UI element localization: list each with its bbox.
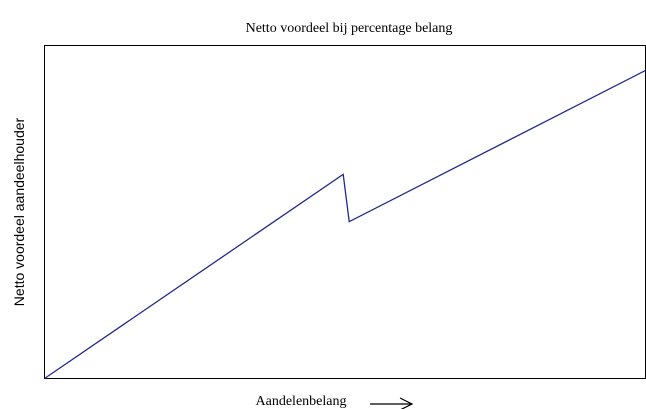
data-line	[44, 69, 646, 380]
y-axis-label: Netto voordeel aandeelhouder	[11, 117, 27, 306]
plot-frame	[44, 45, 646, 379]
x-axis-label: Aandelenbelang	[256, 394, 347, 409]
arrow	[370, 397, 414, 409]
chart-title: Netto voordeel bij percentage belang	[246, 21, 453, 36]
